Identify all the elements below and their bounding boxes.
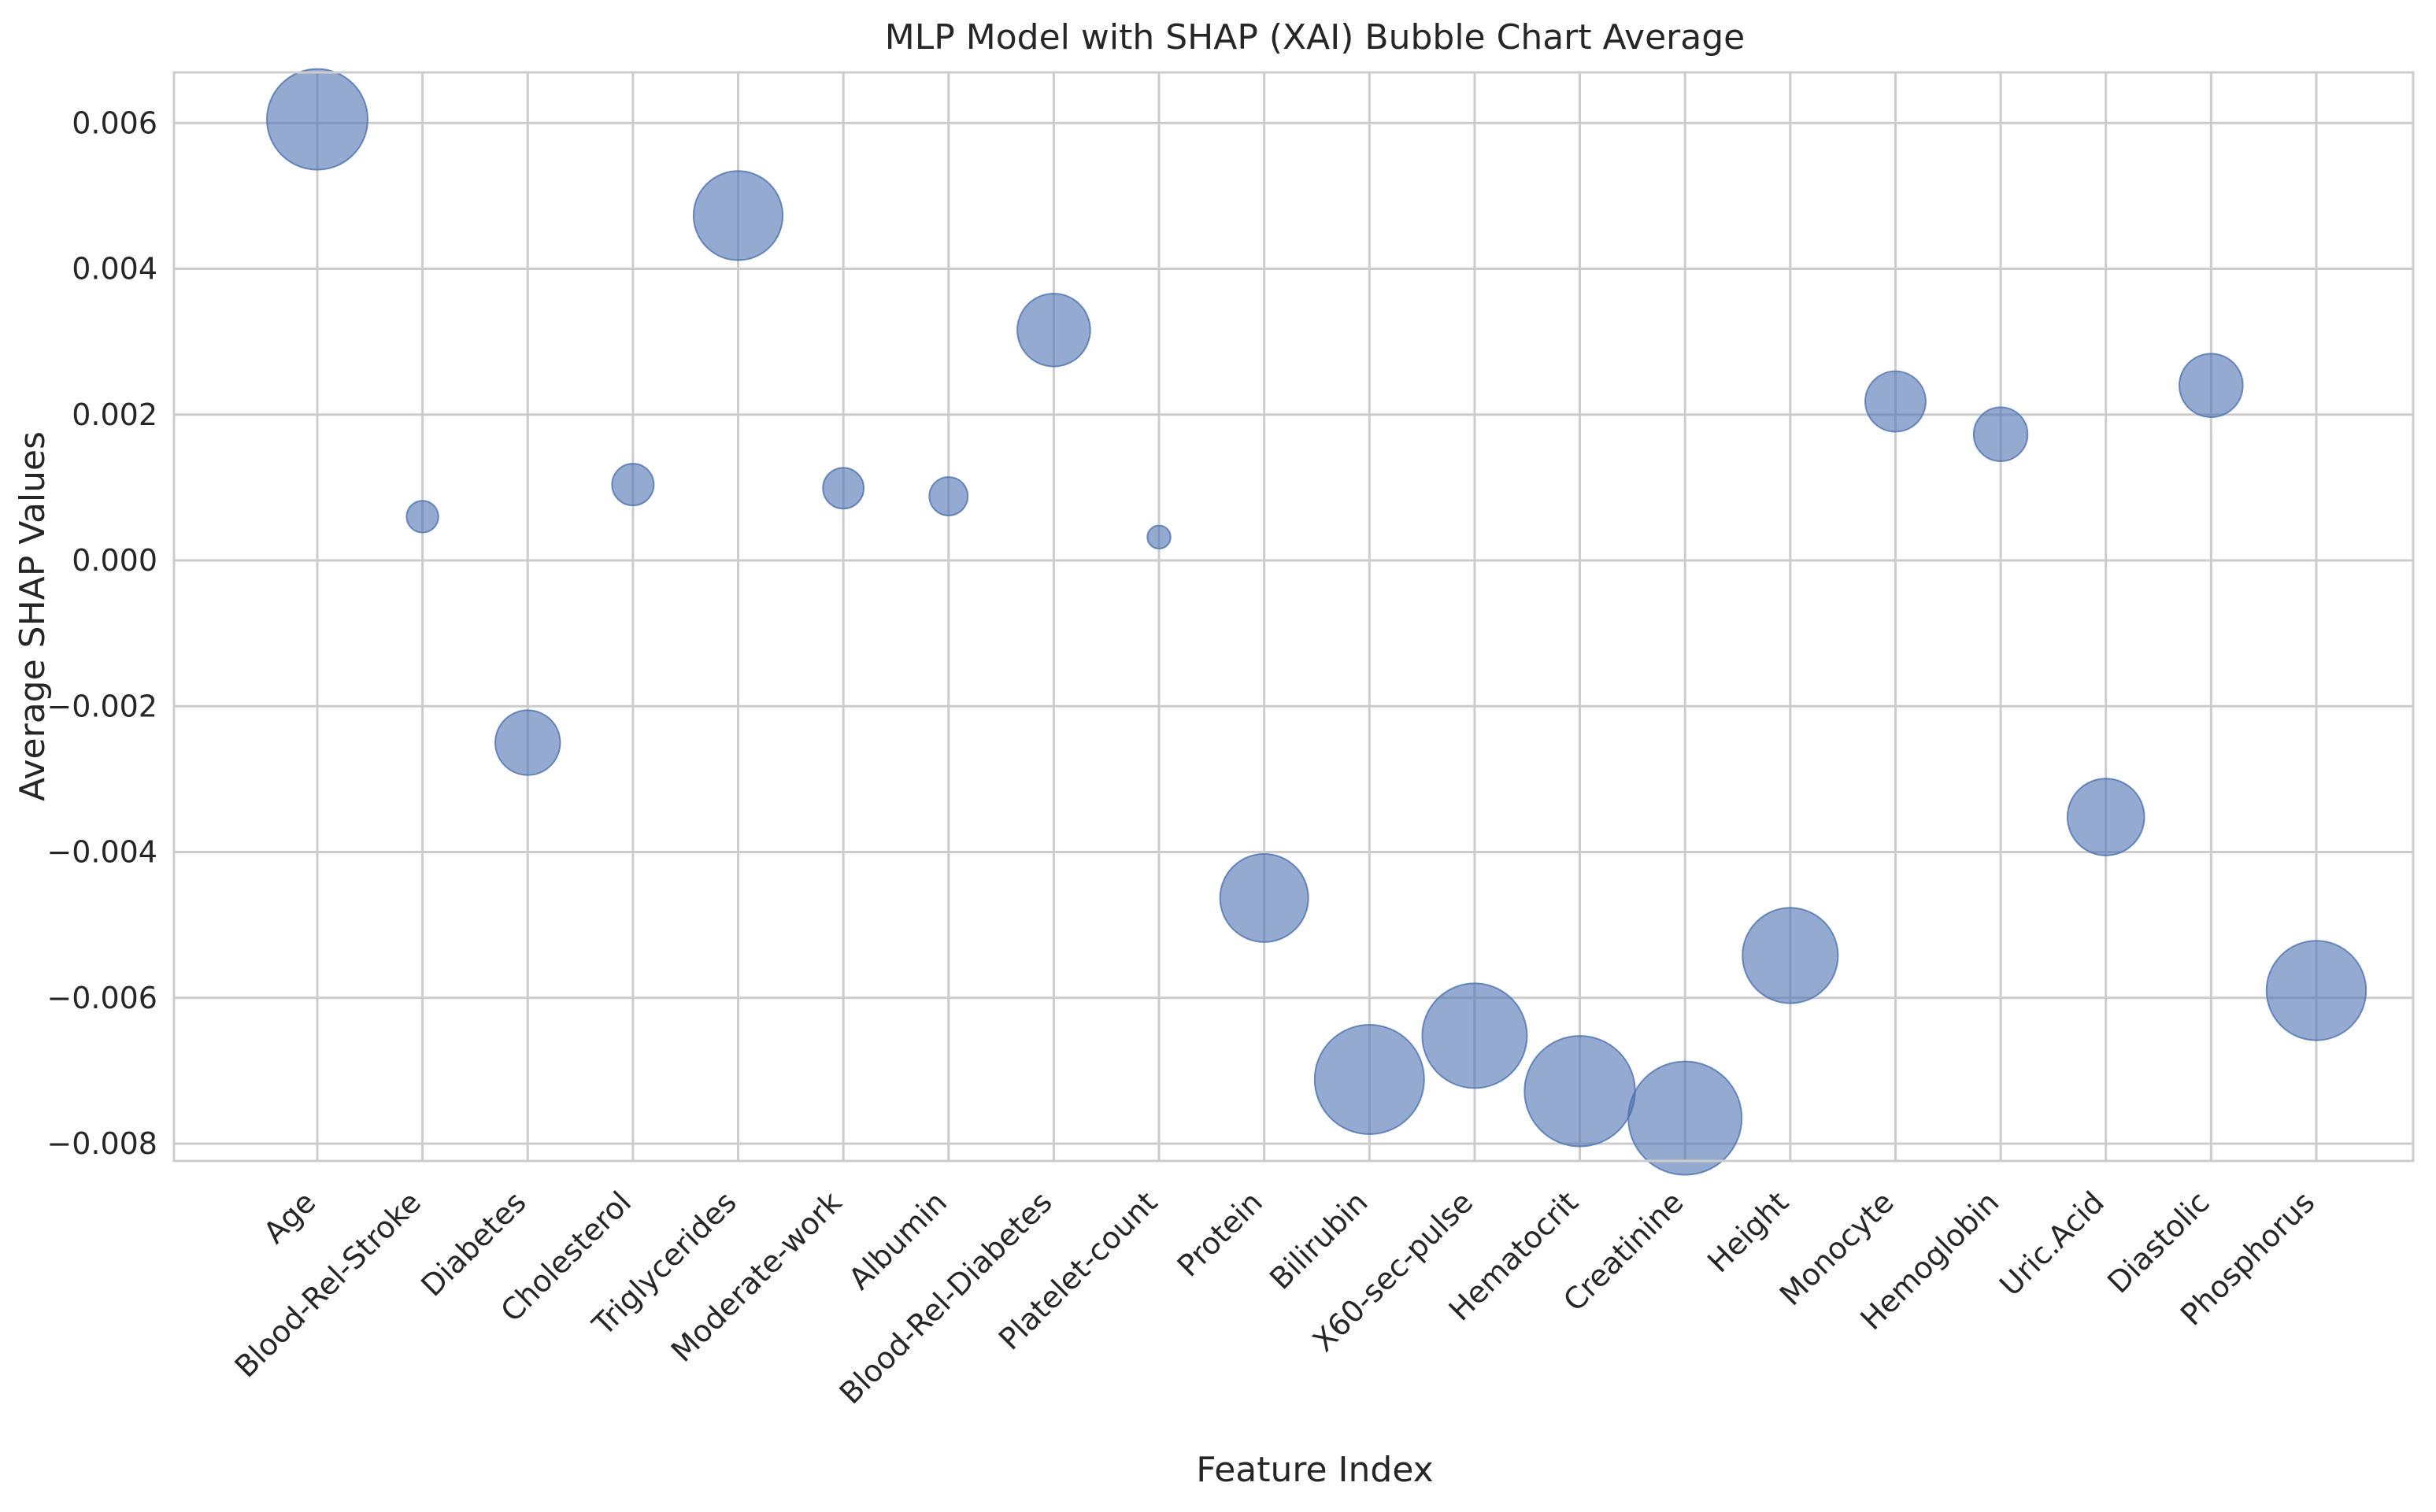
bubble-monocyte — [1864, 370, 1927, 433]
bubble-x60-sec-pulse — [1421, 982, 1528, 1089]
bubble-uric-acid — [2066, 778, 2145, 856]
bubble-protein — [1219, 852, 1309, 943]
bubble-cholesterol — [611, 463, 655, 507]
bubble-blood-rel-diabetes — [1016, 293, 1091, 368]
bubble-albumin — [928, 476, 969, 516]
bubble-series — [266, 68, 2368, 1176]
bubble-hematocrit — [1523, 1035, 1636, 1148]
bubble-triglycerides — [692, 170, 784, 261]
bubble-height — [1742, 907, 1839, 1004]
x-axis-title: Feature Index — [1196, 1450, 1433, 1490]
y-tick-label: 0.002 — [72, 397, 157, 432]
y-tick-label: 0.006 — [72, 105, 157, 140]
bubble-creatinine — [1627, 1060, 1743, 1176]
y-tick-label: 0.004 — [72, 252, 157, 287]
plot-frame — [172, 71, 2415, 1163]
y-axis-title: Average SHAP Values — [13, 431, 53, 801]
y-tick-label: −0.002 — [46, 689, 157, 723]
bubble-diastolic — [2179, 353, 2244, 419]
bubble-phosphorus — [2265, 940, 2368, 1041]
bubble-age — [266, 68, 368, 171]
y-tick-label: 0.000 — [72, 543, 157, 578]
bubble-platelet-count — [1146, 524, 1172, 550]
bubble-blood-rel-stroke — [405, 500, 439, 534]
bubble-diabetes — [494, 709, 561, 776]
bubble-hemoglobin — [1972, 406, 2029, 462]
bubble-moderate-work — [822, 467, 865, 510]
chart-title: MLP Model with SHAP (XAI) Bubble Chart A… — [885, 17, 1745, 57]
y-tick-label: −0.008 — [46, 1126, 157, 1161]
y-tick-label: −0.006 — [46, 981, 157, 1015]
bubble-bilirubin — [1313, 1023, 1425, 1135]
y-tick-labels: 0.006 0.004 0.002 0.000 −0.002 −0.004 −0.006 −0… — [46, 105, 157, 1161]
y-tick-label: −0.004 — [46, 835, 157, 870]
